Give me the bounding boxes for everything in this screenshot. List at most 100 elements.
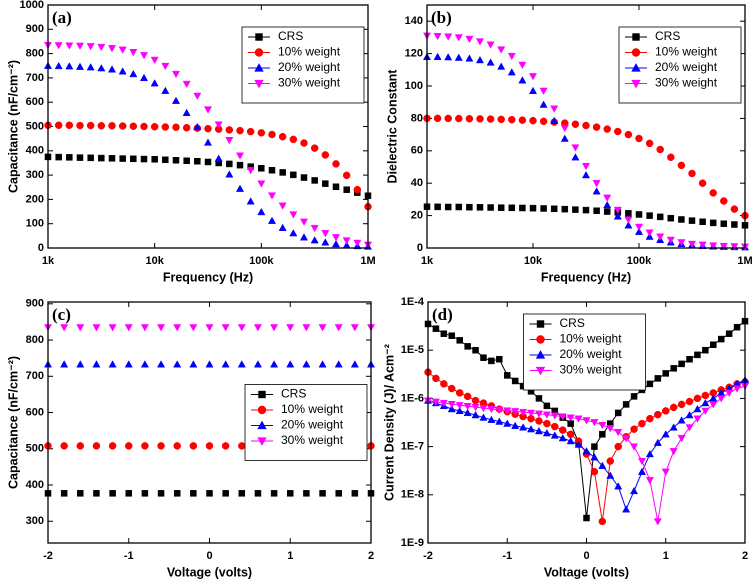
data-point [535,417,543,425]
data-point [447,401,456,409]
data-point [353,185,362,194]
data-point [221,360,230,368]
data-point [581,163,591,171]
data-point [331,234,341,242]
data-point [698,241,707,249]
data-point [590,468,599,476]
data-point [688,217,696,224]
x-tick-label: -1 [502,550,512,562]
data-point [226,160,233,168]
plot-frame [47,4,369,249]
data-point [624,221,633,229]
y-tick-label: 800 [26,334,44,346]
data-point [688,169,696,178]
data-point [286,360,295,368]
data-point [270,360,279,368]
legend-label: 30% weight [281,433,344,447]
data-point [677,400,686,409]
data-point [204,124,212,133]
data-point [246,127,255,136]
data-point [318,324,327,332]
y-tick-label: 0 [38,242,44,254]
data-point [130,155,137,163]
data-point [603,194,612,202]
x-tick-label: 0 [206,550,212,562]
legend-label: 20% weight [560,347,623,361]
data-point [677,434,686,443]
data-point [433,32,442,41]
y-tick-label: 800 [26,48,44,60]
y-tick-label: 40 [411,177,423,189]
data-point [225,136,234,145]
data-point [93,490,100,497]
data-point [495,417,504,425]
data-point [709,401,718,409]
x-tick-label: -1 [124,550,134,562]
data-point [685,424,694,432]
data-point [614,428,623,437]
data-point [593,207,600,214]
data-point [634,227,644,235]
data-point [465,114,474,123]
data-point [678,216,685,223]
data-point [92,442,101,450]
data-point [321,151,330,159]
data-point [558,413,567,421]
x-axis-title: Voltage (volts) [167,565,252,579]
y-tick-label: 1000 [20,0,44,11]
x-tick-label: 1 [287,550,293,562]
data-point [497,62,506,70]
data-point [507,68,516,76]
data-point [332,160,340,168]
y-tick-label: 1E-9 [401,537,424,549]
data-point [487,405,496,414]
data-point [205,360,214,368]
data-point [511,421,520,429]
data-point [686,355,693,363]
data-point [486,115,495,123]
y-tick-label: 400 [26,479,44,491]
data-point [571,144,580,152]
data-point [322,180,329,187]
data-point [204,158,212,166]
data-point [299,218,309,226]
data-point [476,204,484,211]
data-point [635,211,643,218]
data-point [86,121,95,130]
data-point [108,360,117,368]
data-point [287,490,294,497]
y-tick-label: 120 [405,48,423,60]
legend-label: 30% weight [278,76,341,90]
plot-frame [47,301,372,544]
x-tick-label: 1k [421,255,434,267]
data-point [289,211,298,219]
data-point [65,42,74,50]
data-point [622,505,631,513]
data-point [332,183,340,191]
data-point [669,403,678,412]
data-point [107,65,117,73]
data-point [65,121,74,130]
y-tick-label: 100 [405,80,423,92]
data-point [606,425,615,433]
data-point [661,468,670,476]
y-tick-label: 300 [26,169,44,181]
y-axis-title: Capacitance (nF/cm⁻²) [6,60,20,193]
data-point [471,403,480,412]
data-point [75,42,85,50]
data-point [550,412,559,420]
data-point [140,155,148,163]
x-tick-label: 10k [524,255,543,267]
plot-frame [426,4,746,249]
x-axis-title: Frequency (Hz) [163,270,253,284]
plot-area [43,41,373,250]
data-point [497,115,505,124]
y-tick-label: 140 [405,15,423,27]
data-point [656,233,665,241]
data-point [670,365,677,372]
data-point [717,335,725,343]
data-point [286,324,295,332]
data-point [637,467,646,475]
data-point [444,114,452,123]
legend-label: 20% weight [655,60,718,74]
